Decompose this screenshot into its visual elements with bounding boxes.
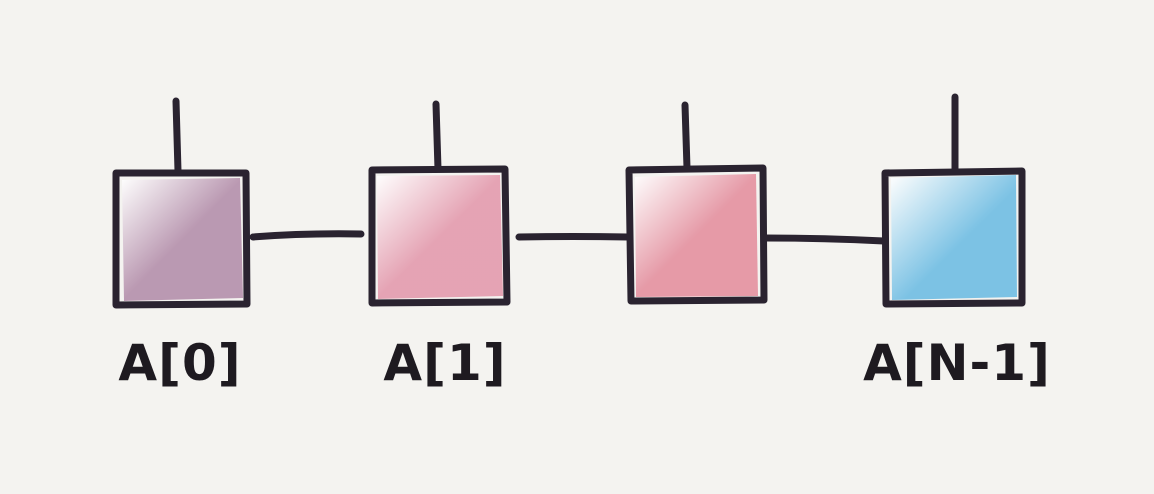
node-3-box [881, 167, 1026, 308]
node-0-fill [122, 178, 243, 301]
tensor-node-3 [881, 167, 1026, 308]
legs-group [172, 93, 959, 175]
node-1-fill [377, 175, 503, 299]
node-1-leg [432, 100, 442, 173]
node-3-fill [891, 175, 1017, 300]
node-2-leg [681, 101, 691, 172]
nodes-group [112, 164, 1026, 309]
edge-0-1 [249, 230, 365, 241]
edges-group [249, 230, 888, 245]
edge-2-3 [761, 234, 888, 245]
node-2-box [625, 164, 768, 305]
edge-1-2 [515, 233, 632, 241]
tensor-node-2 [625, 164, 768, 305]
tensor-node-1 [368, 165, 511, 307]
node-2-fill [635, 174, 758, 297]
node-0-box [112, 169, 251, 309]
node-1-label: A[1] [383, 334, 507, 392]
node-1-box [368, 165, 511, 307]
node-3-label: A[N-1] [863, 334, 1051, 392]
node-0-label: A[0] [118, 334, 242, 392]
node-0-leg [172, 97, 182, 175]
tensor-node-0 [112, 169, 251, 309]
